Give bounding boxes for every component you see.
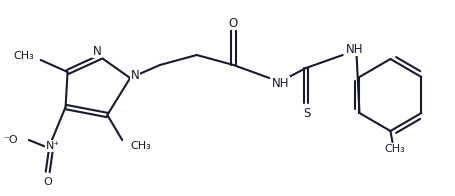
Text: CH₃: CH₃	[384, 144, 405, 154]
Text: N: N	[93, 44, 102, 57]
Text: S: S	[303, 106, 311, 120]
Text: N: N	[131, 68, 140, 82]
Text: NH: NH	[272, 76, 290, 90]
Text: CH₃: CH₃	[13, 51, 34, 61]
Text: NH: NH	[346, 43, 363, 55]
Text: O: O	[43, 177, 52, 187]
Text: N⁺: N⁺	[46, 141, 60, 151]
Text: O: O	[229, 16, 238, 30]
Text: ⁻O: ⁻O	[3, 135, 18, 145]
Text: CH₃: CH₃	[130, 141, 151, 151]
